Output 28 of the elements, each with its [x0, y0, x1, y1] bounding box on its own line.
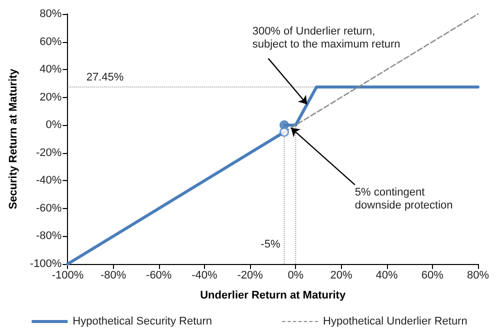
x-tick-label: -20%	[237, 270, 264, 282]
y-tick-label: -100%	[30, 258, 62, 270]
x-tick-label: -40%	[192, 270, 218, 282]
x-tick-label: 20%	[330, 270, 352, 282]
legend-label: Hypothetical Underlier Return	[323, 316, 468, 328]
y-axis-title: Security Return at Maturity	[8, 68, 20, 210]
x-tick-label: 40%	[376, 270, 398, 282]
x-tick-label: -100%	[52, 270, 84, 282]
x-tick-label: -80%	[100, 270, 126, 282]
ref-line-label: 27.45%	[86, 71, 124, 84]
y-tick-label: 40%	[40, 64, 62, 76]
x-tick-label: 80%	[466, 270, 490, 282]
legend-label: Hypothetical Security Return	[72, 316, 212, 328]
x-tick-label: -60%	[146, 270, 172, 282]
x-tick-label: 60%	[421, 270, 444, 282]
x-axis-title: Underlier Return at Maturity	[200, 290, 346, 302]
annotation: 300% of Underlier return, subject to the maximum return	[252, 26, 400, 51]
y-tick-label: 0%	[46, 119, 62, 132]
x-tick-label: 0%	[288, 270, 304, 282]
y-tick-label: 60%	[40, 36, 62, 48]
y-tick-label: -80%	[36, 230, 62, 242]
y-tick-label: 20%	[40, 91, 62, 104]
y-tick-label: -40%	[36, 174, 62, 187]
ref-line-label: -5%	[260, 238, 280, 251]
y-tick-label: 80%	[40, 8, 62, 20]
y-tick-label: -60%	[36, 202, 62, 214]
y-tick-label: -20%	[36, 146, 62, 159]
annotation: 5% contingent downside protection	[354, 186, 453, 212]
